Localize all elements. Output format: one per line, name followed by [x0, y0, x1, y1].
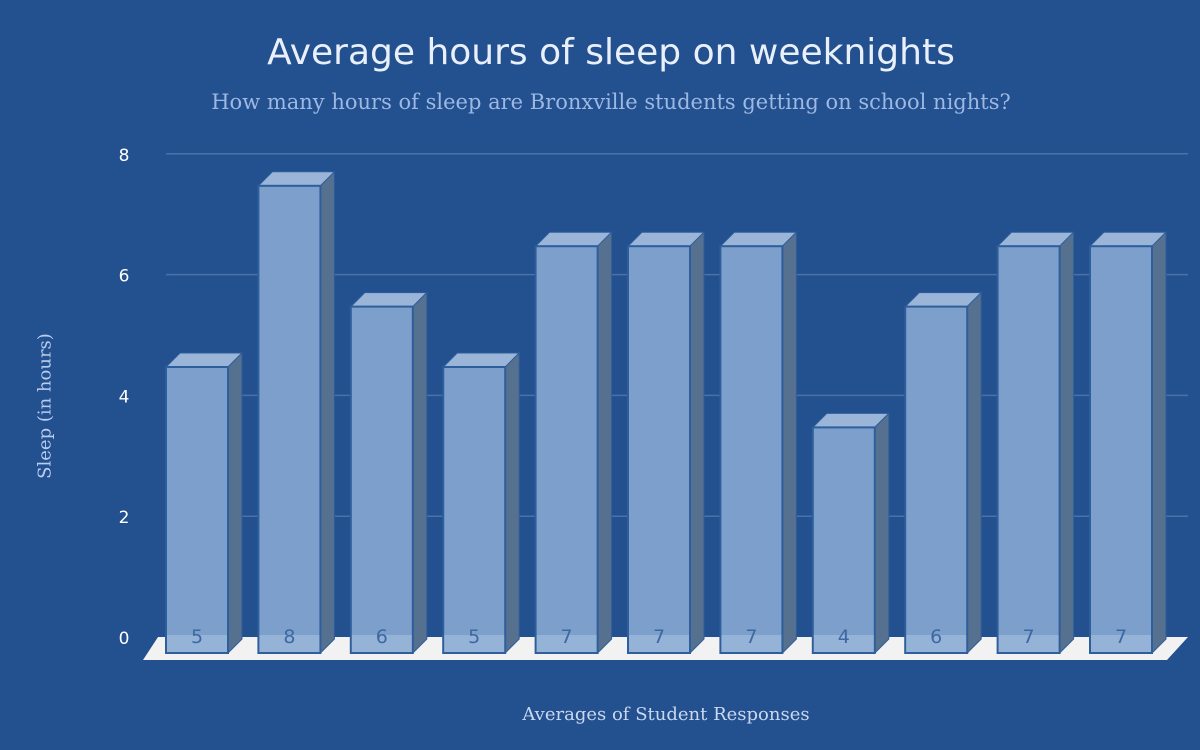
- y-tick-label: 2: [119, 508, 130, 528]
- bar-base-band: [536, 635, 597, 652]
- data-label: 7: [561, 626, 573, 648]
- bar-side-face: [504, 351, 520, 655]
- data-label: 6: [930, 626, 942, 648]
- bar: [349, 305, 414, 654]
- bar-side-face: [1151, 230, 1167, 655]
- chart-subtitle: How many hours of sleep are Bronxville s…: [211, 90, 1011, 114]
- bar-side-face: [689, 230, 705, 655]
- bar-base-band: [998, 635, 1059, 652]
- y-tick-label: 6: [119, 267, 130, 287]
- data-label: 6: [376, 626, 388, 648]
- bar: [996, 245, 1061, 654]
- data-label: 4: [838, 626, 850, 648]
- bar-side-face: [597, 230, 613, 655]
- x-axis-label: Averages of Student Responses: [522, 704, 810, 725]
- data-label: 7: [653, 626, 665, 648]
- bar-side-face: [412, 291, 428, 655]
- chart-title: Average hours of sleep on weeknights: [267, 32, 955, 73]
- bar-base-band: [444, 635, 505, 652]
- bar-side-face: [874, 412, 890, 655]
- bar: [811, 426, 876, 654]
- data-label: 5: [468, 626, 480, 648]
- y-tick-label: 4: [119, 387, 130, 407]
- bar-base-band: [259, 635, 320, 652]
- bar-base-band: [906, 635, 967, 652]
- bar: [1089, 245, 1153, 654]
- bar-base-band: [813, 635, 874, 652]
- bar-side-face: [966, 291, 982, 655]
- bar: [534, 245, 599, 654]
- y-tick-label: 0: [119, 629, 130, 649]
- bar: [165, 366, 229, 654]
- bar: [442, 366, 507, 654]
- bar: [257, 184, 322, 655]
- data-label: 5: [191, 626, 203, 648]
- data-label: 8: [283, 626, 295, 648]
- bar: [719, 245, 784, 654]
- bar-base-band: [351, 635, 412, 652]
- bar-side-face: [227, 351, 243, 655]
- bar: [627, 245, 691, 654]
- data-label: 7: [1115, 626, 1127, 648]
- bar-base-band: [167, 635, 227, 652]
- bar-side-face: [319, 170, 335, 655]
- bar-base-band: [721, 635, 782, 652]
- bar-side-face: [1059, 230, 1075, 655]
- data-label: 7: [1023, 626, 1035, 648]
- bar-base-band: [1091, 635, 1151, 652]
- bar-base-band: [629, 635, 689, 652]
- bar-side-face: [781, 230, 797, 655]
- y-tick-label: 8: [119, 146, 130, 166]
- data-label: 7: [745, 626, 757, 648]
- bar: [904, 305, 969, 654]
